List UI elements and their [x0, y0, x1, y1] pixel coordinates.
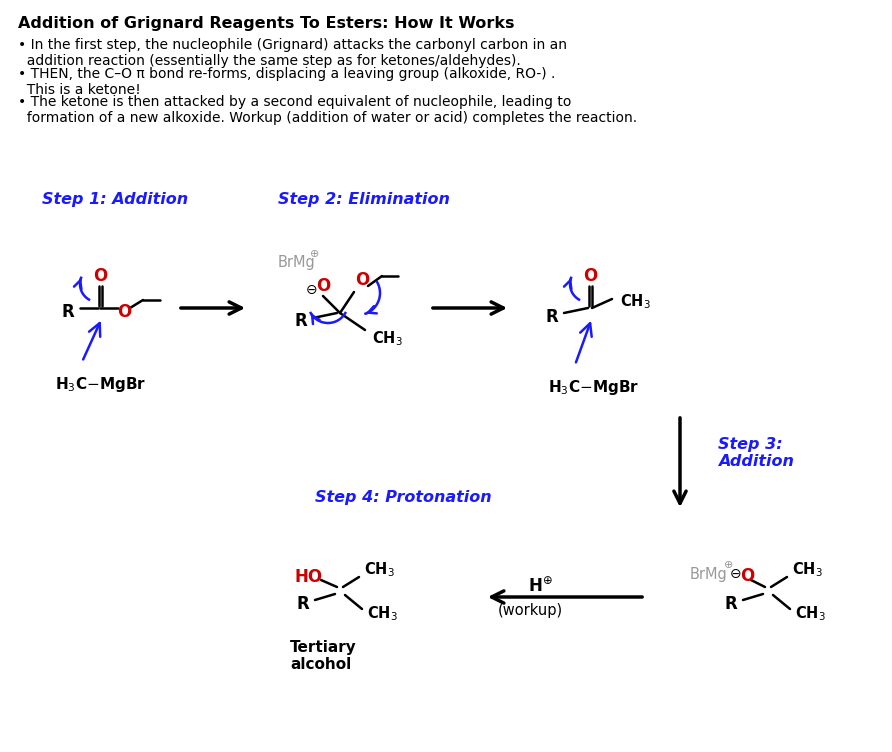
Text: ⊕: ⊕ [724, 560, 733, 570]
Text: O: O [582, 267, 597, 285]
Text: Step 3:
Addition: Step 3: Addition [718, 437, 794, 469]
Text: O: O [740, 567, 755, 585]
Text: • The ketone is then attacked by a second equivalent of nucleophile, leading to
: • The ketone is then attacked by a secon… [18, 95, 637, 125]
Text: • In the first step, the nucleophile (Grignard) attacks the carbonyl carbon in a: • In the first step, the nucleophile (Gr… [18, 38, 567, 68]
Text: Step 4: Protonation: Step 4: Protonation [315, 490, 491, 505]
Text: H$^{\oplus}$: H$^{\oplus}$ [528, 578, 552, 597]
Text: CH$_3$: CH$_3$ [372, 329, 403, 348]
Text: ⊖: ⊖ [306, 283, 318, 297]
Text: R: R [294, 312, 308, 330]
Text: CH$_3$: CH$_3$ [364, 561, 395, 579]
Text: H$_3$C$-$MgBr: H$_3$C$-$MgBr [55, 375, 146, 394]
Text: Step 1: Addition: Step 1: Addition [42, 192, 188, 207]
Text: (workup): (workup) [498, 603, 563, 618]
Text: ⊕: ⊕ [310, 249, 319, 259]
Text: H$_3$C$-$MgBr: H$_3$C$-$MgBr [548, 378, 640, 397]
Text: ⊖: ⊖ [730, 567, 741, 581]
Text: O: O [355, 271, 369, 289]
Text: HO: HO [295, 568, 323, 586]
Text: O: O [93, 267, 107, 285]
Text: CH$_3$: CH$_3$ [620, 293, 651, 311]
Text: O: O [117, 303, 131, 321]
Text: O: O [316, 277, 330, 295]
Text: Addition of Grignard Reagents To Esters: How It Works: Addition of Grignard Reagents To Esters:… [18, 16, 515, 31]
Text: CH$_3$: CH$_3$ [792, 561, 822, 579]
Text: BrMg: BrMg [278, 255, 316, 270]
Text: • THEN, the C–O π bond re-forms, displacing a leaving group (alkoxide, RO-) .
  : • THEN, the C–O π bond re-forms, displac… [18, 67, 556, 97]
Text: BrMg: BrMg [690, 567, 728, 582]
Text: R: R [546, 308, 558, 326]
Text: CH$_3$: CH$_3$ [795, 605, 826, 623]
Text: CH$_3$: CH$_3$ [367, 605, 398, 623]
Text: R: R [297, 595, 310, 613]
Text: Step 2: Elimination: Step 2: Elimination [278, 192, 450, 207]
Text: R: R [62, 303, 74, 321]
Text: Tertiary
alcohol: Tertiary alcohol [290, 640, 357, 672]
Text: R: R [724, 595, 738, 613]
